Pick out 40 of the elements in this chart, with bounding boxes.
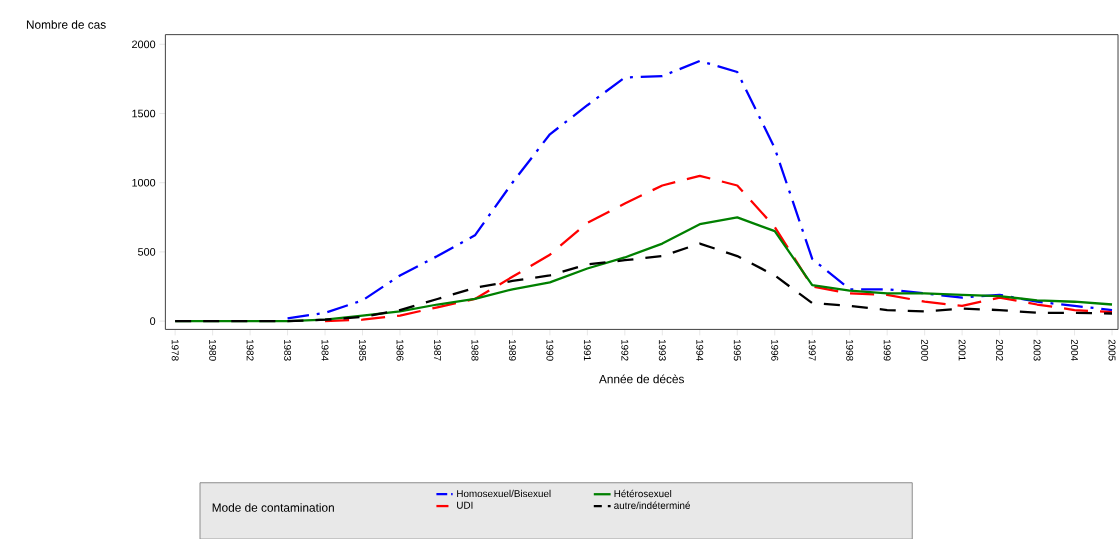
y-tick-label: 1000 [132, 178, 156, 187]
x-tick-label: 1995 [733, 339, 741, 361]
x-tick-label: 2004 [1071, 339, 1079, 361]
x-tick-label: 1994 [696, 339, 704, 361]
x-tick-label: 2003 [1033, 339, 1041, 361]
legend-label: autre/indéterminé [614, 501, 690, 509]
x-tick-label: 1986 [396, 339, 404, 361]
legend-label: Hétérosexuel [614, 489, 672, 498]
x-tick-label: 1998 [846, 339, 854, 361]
x-axis-title: Année de décès [598, 374, 684, 384]
legend-title: Mode de contamination [212, 503, 334, 512]
x-tick-label: 2005 [1108, 339, 1116, 361]
x-tick-label: 1989 [508, 339, 516, 361]
x-tick-label: 1999 [883, 339, 891, 361]
x-tick-label: 1980 [209, 339, 217, 361]
x-tick-label: 1991 [583, 339, 591, 361]
x-tick-label: 1982 [246, 339, 254, 361]
x-tick-label: 1985 [359, 339, 366, 361]
x-tick-label: 1987 [433, 339, 441, 361]
y-tick-label: 0 [150, 317, 156, 325]
x-tick-label: 1978 [171, 339, 179, 361]
x-tick-label: 2002 [996, 339, 1004, 361]
legend-label: Homosexuel/Bisexuel [457, 489, 551, 498]
x-tick-label: 1988 [471, 339, 479, 361]
x-tick-label: 2001 [958, 339, 966, 361]
y-axis-title: Nombre de cas [26, 20, 106, 29]
y-tick-label: 1500 [132, 109, 156, 118]
x-tick-label: 1997 [808, 339, 816, 361]
x-tick-label: 1983 [284, 339, 292, 361]
x-tick-label: 1990 [546, 339, 554, 361]
x-tick-label: 1996 [771, 339, 779, 361]
legend-label: UDI [457, 501, 473, 509]
y-tick-label: 500 [137, 248, 156, 256]
x-tick-label: 1993 [658, 339, 666, 361]
x-tick-label: 2000 [921, 339, 929, 361]
line-series [286, 59, 1114, 320]
x-tick-label: 1984 [321, 339, 329, 361]
x-tick-label: 1992 [621, 339, 629, 361]
y-tick-label: 2000 [132, 40, 156, 49]
line-series [323, 174, 1114, 323]
